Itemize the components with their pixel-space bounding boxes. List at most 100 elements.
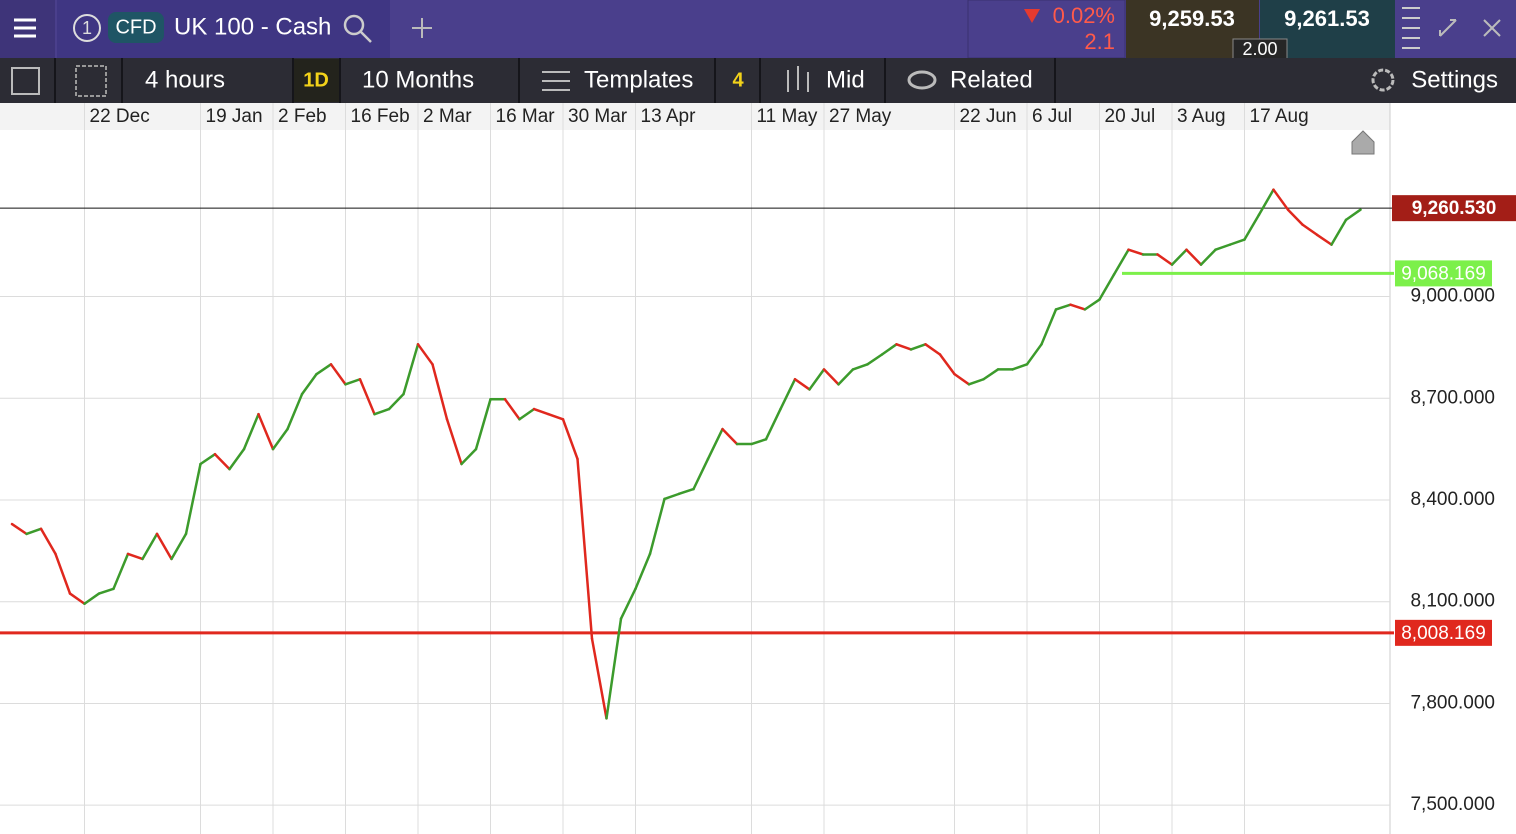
period-button[interactable]: 1D xyxy=(303,69,329,91)
price-type[interactable]: Mid xyxy=(826,66,865,93)
indicator-count[interactable]: 4 xyxy=(732,69,744,91)
y-tick-label: 7,800.000 xyxy=(1410,692,1495,713)
price-label: 9,260.530 xyxy=(1412,198,1497,219)
interval[interactable]: 4 hours xyxy=(145,66,225,93)
price-segment xyxy=(416,343,434,366)
x-tick-label: 27 May xyxy=(829,106,892,127)
price-segment xyxy=(1083,298,1101,311)
price-segment xyxy=(199,452,217,466)
price-segment xyxy=(851,363,869,371)
price-segment xyxy=(344,377,362,386)
x-tick-label: 20 Jul xyxy=(1105,106,1156,127)
price-segment xyxy=(692,457,710,491)
badge: CFD xyxy=(115,16,156,38)
price-segment xyxy=(387,392,405,411)
range[interactable]: 10 Months xyxy=(362,66,474,93)
price-segment xyxy=(155,532,173,561)
price-segment xyxy=(1315,233,1333,246)
price-segment xyxy=(83,592,101,605)
home-button[interactable] xyxy=(1351,130,1375,155)
price-segment xyxy=(663,492,681,501)
price-segment xyxy=(1040,308,1058,346)
price-segment xyxy=(373,407,391,416)
price-label: 8,008.169 xyxy=(1401,623,1486,644)
y-tick-label: 9,000.000 xyxy=(1410,286,1495,307)
y-tick-label: 8,700.000 xyxy=(1410,387,1495,408)
price-segment xyxy=(750,438,768,446)
price-segment xyxy=(547,412,565,421)
price-segment xyxy=(1330,218,1348,246)
x-tick-label: 3 Aug xyxy=(1177,106,1226,127)
x-tick-label: 22 Jun xyxy=(960,106,1017,127)
x-tick-label: 16 Feb xyxy=(351,106,410,127)
price-segment xyxy=(605,617,623,720)
x-tick-label: 16 Mar xyxy=(496,106,556,127)
price-segment xyxy=(982,368,1000,381)
price-segment xyxy=(286,392,304,431)
price-segment xyxy=(953,372,971,386)
price-segment xyxy=(1127,248,1145,256)
price-label: 9,068.169 xyxy=(1401,263,1486,284)
price-segment xyxy=(1257,188,1275,217)
price-segment xyxy=(1156,253,1174,266)
list-icon[interactable] xyxy=(11,67,40,95)
price-segment xyxy=(445,418,463,466)
eye-icon xyxy=(907,70,937,90)
settings[interactable]: Settings xyxy=(1411,66,1498,93)
price-segment xyxy=(1344,208,1362,222)
price-segment xyxy=(1170,248,1188,266)
instrument-name: UK 100 - Cash xyxy=(174,13,331,40)
price-segment xyxy=(808,368,826,391)
price-segment xyxy=(866,353,884,366)
price-segment xyxy=(1069,303,1087,311)
price-segment xyxy=(648,497,666,556)
price-segment xyxy=(112,552,130,591)
price-segment xyxy=(1011,363,1029,371)
price-segment xyxy=(271,427,289,451)
price-segment xyxy=(1112,248,1130,276)
price-axis xyxy=(1390,103,1516,834)
price-segment xyxy=(474,398,492,451)
price-segment xyxy=(590,637,608,720)
price-segment xyxy=(1098,273,1116,301)
tab-number: 1 xyxy=(82,18,92,38)
price-segment xyxy=(1214,243,1232,251)
price-segment xyxy=(503,398,521,421)
x-tick-label: 2 Mar xyxy=(423,106,472,127)
y-tick-label: 8,100.000 xyxy=(1410,591,1495,612)
price-segment xyxy=(1025,343,1043,366)
price-segment xyxy=(141,532,159,561)
layout-icon[interactable] xyxy=(75,65,107,97)
drag-handle[interactable] xyxy=(1402,7,1420,49)
expand-icon[interactable] xyxy=(1439,19,1457,37)
price-segment xyxy=(329,363,347,386)
x-tick-label: 13 Apr xyxy=(641,106,697,127)
toolbar-separators xyxy=(54,58,1056,103)
price-segment xyxy=(1272,188,1290,211)
toolbar xyxy=(0,58,1516,103)
price-segment xyxy=(880,343,898,356)
price-segment xyxy=(561,418,579,461)
price-segment xyxy=(184,462,202,536)
templates[interactable]: Templates xyxy=(584,66,693,93)
x-tick-label: 30 Mar xyxy=(568,106,628,127)
related[interactable]: Related xyxy=(950,66,1033,93)
down-arrow xyxy=(1024,9,1040,23)
x-tick-label: 6 Jul xyxy=(1032,106,1072,127)
price-segment xyxy=(126,552,144,561)
price-segment xyxy=(1286,208,1304,226)
close-icon[interactable] xyxy=(1483,19,1501,37)
menu-icon xyxy=(14,18,36,38)
price-segment xyxy=(97,587,115,595)
badge-bg xyxy=(108,12,164,43)
search-icon[interactable] xyxy=(343,14,372,43)
x-tick-label: 11 May xyxy=(757,106,818,127)
price-segment xyxy=(402,343,420,396)
price-segment xyxy=(895,343,913,351)
plot xyxy=(0,188,1394,720)
x-tick-label: 2 Feb xyxy=(278,106,327,127)
add-tab[interactable] xyxy=(412,18,432,38)
buy-price: 9,261.53 xyxy=(1284,6,1370,31)
price-segment xyxy=(677,487,695,496)
price-segment xyxy=(315,363,333,376)
